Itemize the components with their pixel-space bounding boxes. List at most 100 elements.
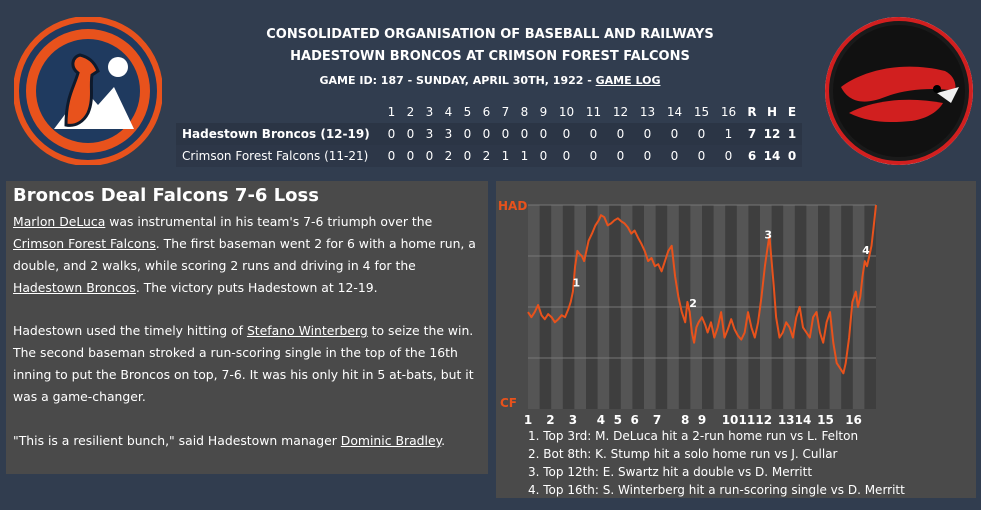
home-team-name[interactable]: Crimson Forest Falcons (11-21): [176, 145, 382, 167]
x-tick-label: 14: [795, 413, 812, 426]
story-text: was instrumental in his team's 7-6 trium…: [105, 214, 433, 229]
story-paragraph: Hadestown used the timely hitting of Ste…: [13, 320, 483, 408]
inning-score: 0: [534, 145, 553, 167]
x-tick-label: 16: [845, 413, 862, 426]
away-team-logo: [825, 17, 973, 165]
totals-header: E: [787, 105, 797, 119]
inning-score: 0: [661, 123, 688, 145]
inning-score: 0: [634, 145, 661, 167]
story-text: . The first baseman went 2 for 6 with a …: [13, 236, 476, 273]
x-tick-label: 6: [630, 413, 638, 426]
story-text: to seize the win. The second baseman str…: [13, 323, 474, 404]
play-note: 1. Top 3rd: M. DeLuca hit a 2-run home r…: [528, 429, 859, 443]
inning-score: 3: [420, 123, 439, 145]
x-tick-label: 8: [681, 413, 689, 426]
team-link[interactable]: Hadestown Broncos: [13, 280, 136, 295]
box-score-header-row: 1 2 3 4 5 6 7 8 9 10 11 12 13 14 15 16 R H E: [176, 101, 802, 123]
x-tick-label: 15: [817, 413, 834, 426]
inning-score: 0: [580, 145, 607, 167]
story-paragraph: "This is a resilient bunch," said Hadest…: [13, 430, 483, 452]
inning-header: 11: [585, 105, 602, 119]
team-total: 1: [782, 123, 802, 145]
chart-top-label: HAD: [498, 199, 527, 213]
totals-header: R: [747, 105, 757, 119]
totals-header: H: [766, 105, 778, 119]
inning-score: 2: [439, 145, 458, 167]
away-team-name[interactable]: Hadestown Broncos (12-19): [176, 123, 382, 145]
inning-score: 0: [420, 145, 439, 167]
inning-score: 0: [634, 123, 661, 145]
inning-score: 0: [401, 145, 420, 167]
story-paragraph: Marlon DeLuca was instrumental in his te…: [13, 211, 483, 299]
game-story-panel: Broncos Deal Falcons 7-6 Loss Marlon DeL…: [6, 181, 488, 474]
team-total: 6: [742, 145, 762, 167]
inning-score: 1: [496, 145, 515, 167]
home-team-logo: [14, 17, 162, 165]
inning-score: 1: [515, 145, 534, 167]
inning-score: 0: [458, 145, 477, 167]
chart-annotation: 1: [572, 277, 580, 290]
play-note: 4. Top 16th: S. Winterberg hit a run-sco…: [528, 483, 905, 497]
inning-header: 12: [612, 105, 629, 119]
inning-score: 2: [477, 145, 496, 167]
matchup-title: HADESTOWN BRONCOS AT CRIMSON FOREST FALC…: [290, 49, 690, 64]
inning-score: 0: [401, 123, 420, 145]
chart-annotation: 3: [764, 229, 772, 242]
game-log-link[interactable]: GAME LOG: [595, 74, 661, 87]
inning-score: 0: [553, 145, 580, 167]
x-tick-label: 9: [698, 413, 706, 426]
inning-score: 0: [688, 123, 715, 145]
inning-score: 0: [553, 123, 580, 145]
inning-score: 0: [580, 123, 607, 145]
inning-header: 10: [558, 105, 575, 119]
inning-header: 5: [463, 105, 472, 119]
story-text: "This is a resilient bunch," said Hadest…: [13, 433, 341, 448]
inning-header: 14: [666, 105, 683, 119]
x-tick-label: 4: [597, 413, 605, 426]
inning-score: 1: [715, 123, 742, 145]
x-tick-label: 12: [755, 413, 772, 426]
team-total: 7: [742, 123, 762, 145]
play-note: 2. Bot 8th: K. Stump hit a solo home run…: [528, 447, 838, 461]
game-info-text: GAME ID: 187 - SUNDAY, APRIL 30TH, 1922 …: [319, 74, 596, 87]
x-tick-label: 1: [524, 413, 532, 426]
inning-score: 0: [715, 145, 742, 167]
player-link[interactable]: Marlon DeLuca: [13, 214, 106, 229]
manager-link[interactable]: Dominic Bradley: [340, 433, 442, 448]
inning-score: 3: [439, 123, 458, 145]
x-tick-label: 2: [546, 413, 554, 426]
inning-header: 15: [693, 105, 710, 119]
inning-score: 0: [382, 145, 401, 167]
play-notes: 1. Top 3rd: M. DeLuca hit a 2-run home r…: [528, 427, 905, 499]
inning-header: 4: [444, 105, 453, 119]
inning-score: 0: [661, 145, 688, 167]
story-text: Hadestown used the timely hitting of: [13, 323, 247, 338]
team-total: 0: [782, 145, 802, 167]
story-text: .: [441, 433, 446, 448]
inning-score: 0: [496, 123, 515, 145]
game-info: GAME ID: 187 - SUNDAY, APRIL 30TH, 1922 …: [180, 74, 800, 87]
league-title: CONSOLIDATED ORGANISATION OF BASEBALL AN…: [266, 27, 714, 42]
team-link[interactable]: Crimson Forest Falcons: [13, 236, 156, 251]
inning-score: 0: [515, 123, 534, 145]
chart-annotation: 4: [862, 244, 870, 257]
x-tick-label: 7: [653, 413, 661, 426]
inning-score: 0: [534, 123, 553, 145]
inning-header: 6: [482, 105, 491, 119]
x-tick-label: 10: [722, 413, 739, 426]
inning-header: 7: [501, 105, 510, 119]
story-text: . The victory puts Hadestown at 12-19.: [135, 280, 378, 295]
win-probability-line: [527, 204, 877, 375]
player-link[interactable]: Stefano Winterberg: [246, 323, 368, 338]
inning-score: 0: [607, 145, 634, 167]
inning-header: 8: [520, 105, 529, 119]
x-tick-label: 13: [778, 413, 795, 426]
win-probability-panel: HAD CF 1 2 3 4 1 2 3 4 5 6 7 8 9 10 11 12 13 14 15 16 1. Top …: [496, 181, 976, 498]
inning-score: 0: [688, 145, 715, 167]
x-tick-label: 3: [569, 413, 577, 426]
team-column-header: [176, 101, 382, 123]
x-tick-label: 5: [614, 413, 622, 426]
